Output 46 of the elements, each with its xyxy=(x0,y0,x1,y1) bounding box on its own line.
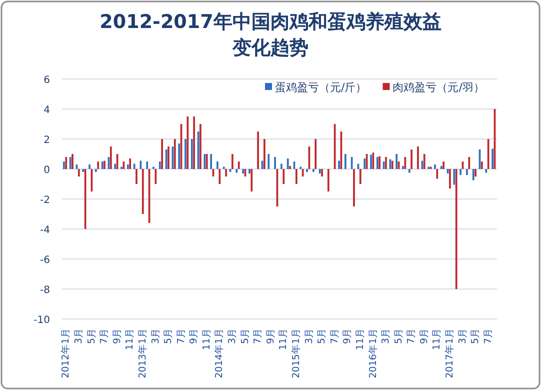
x-tick-label: 11月 xyxy=(201,328,212,350)
y-tick-label: 4 xyxy=(44,105,50,116)
x-tick-label: 9月 xyxy=(342,328,354,344)
x-tick-label: 3月 xyxy=(304,328,315,344)
x-tick-label: 5月 xyxy=(316,328,328,344)
x-tick-label: 7月 xyxy=(482,328,494,344)
x-tick-label: 11月 xyxy=(354,328,366,350)
x-tick-label: 11月 xyxy=(432,328,443,350)
y-tick-label: 0 xyxy=(44,165,50,176)
x-tick-label: 5月 xyxy=(86,328,98,344)
x-tick-label: 2016年1月 xyxy=(366,328,379,378)
x-tick-label: 9月 xyxy=(418,328,430,344)
legend-label: 蛋鸡盈亏（元/斤） xyxy=(275,81,367,94)
x-tick-label: 5月 xyxy=(163,328,174,344)
y-tick-label: -4 xyxy=(40,225,50,236)
y-tick-label: -6 xyxy=(40,255,50,266)
y-tick-label: -10 xyxy=(34,315,50,326)
y-tick-label: 2 xyxy=(44,135,50,146)
x-tick-label: 3月 xyxy=(150,328,162,344)
x-tick-label: 2017年1月 xyxy=(444,328,456,378)
x-tick-label: 5月 xyxy=(240,328,251,344)
x-tick-label: 2012年1月 xyxy=(60,328,72,378)
x-tick-label: 3月 xyxy=(227,328,238,344)
x-tick-label: 7月 xyxy=(329,328,340,344)
legend-label: 肉鸡盈亏（元/羽） xyxy=(392,81,484,94)
x-tick-label: 3月 xyxy=(457,328,468,344)
x-tick-label: 9月 xyxy=(188,328,200,344)
x-tick-label: 2015年1月 xyxy=(290,328,302,378)
x-tick-label: 2014年1月 xyxy=(213,328,226,378)
x-tick-label: 7月 xyxy=(99,328,110,344)
chart-title: 2012-2017年中国肉鸡和蛋鸡养殖效益变化趋势 xyxy=(100,11,442,59)
x-tick-label: 5月 xyxy=(470,328,482,344)
y-tick-label: -2 xyxy=(40,195,50,206)
x-tick-label: 9月 xyxy=(112,328,123,344)
x-tick-label: 11月 xyxy=(278,328,290,350)
x-tick-label: 7月 xyxy=(176,328,187,344)
x-tick-label: 7月 xyxy=(252,328,264,344)
x-tick-label: 11月 xyxy=(124,328,136,350)
x-tick-label: 3月 xyxy=(380,328,392,344)
x-tick-label: 3月 xyxy=(73,328,84,344)
y-tick-label: 6 xyxy=(44,75,50,86)
y-tick-label: -8 xyxy=(40,285,50,296)
x-tick-label: 2013年1月 xyxy=(136,328,148,378)
x-tick-label: 5月 xyxy=(393,328,404,344)
x-tick-label: 7月 xyxy=(406,328,418,344)
x-tick-label: 9月 xyxy=(265,328,276,344)
